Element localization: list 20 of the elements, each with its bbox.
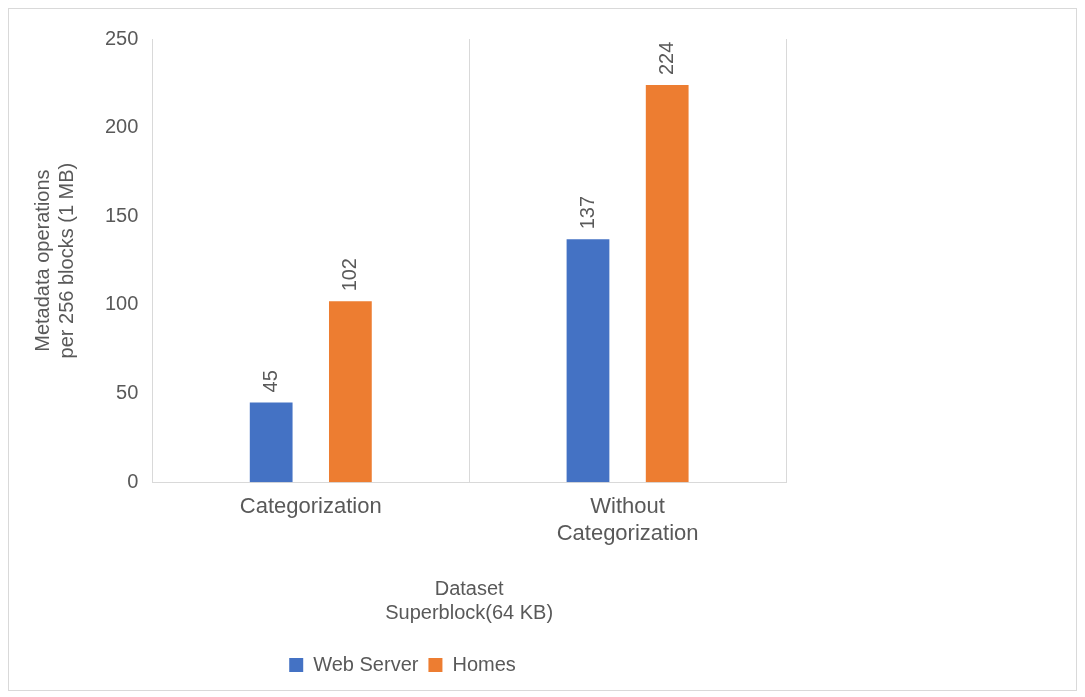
- bar: [328, 301, 372, 483]
- data-label: 137: [575, 195, 598, 230]
- data-label: 224: [654, 41, 677, 76]
- x-tick-label: Categorization: [239, 493, 382, 519]
- legend-label: Web Server: [313, 652, 419, 675]
- y-tick-label: 0: [127, 469, 139, 492]
- data-label: 45: [258, 370, 281, 393]
- y-tick-label: 150: [104, 203, 139, 226]
- y-axis-title: Metadata operations per 256 blocks (1 MB): [30, 162, 77, 359]
- bar: [566, 239, 610, 483]
- legend-label: Homes: [452, 652, 516, 675]
- bar: [645, 85, 689, 483]
- x-axis-title: Dataset Superblock(64 KB): [385, 576, 554, 623]
- y-tick-label: 200: [104, 115, 139, 138]
- x-tick-label: Without Categorization: [556, 493, 699, 545]
- data-label: 102: [337, 258, 360, 292]
- y-tick-label: 250: [104, 26, 139, 49]
- y-tick-label: 50: [116, 381, 139, 404]
- y-tick-label: 100: [104, 292, 139, 315]
- bar: [249, 402, 293, 483]
